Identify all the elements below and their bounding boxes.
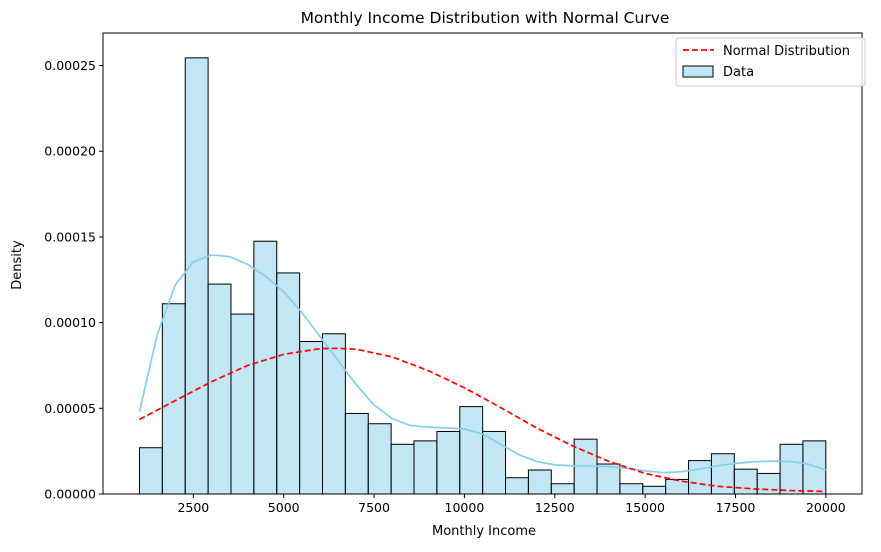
histogram-bar [390,443,415,495]
histogram-bar [436,430,461,495]
histogram-bar [230,313,255,495]
y-tick-label: 0.00015 [44,229,96,244]
y-tick-label: 0.00000 [44,487,96,502]
legend-normal-label: Normal Distribution [723,44,850,59]
x-tick-label: 5000 [268,500,300,515]
histogram-bar [299,340,323,495]
y-tick-label: 0.00005 [44,401,96,416]
histogram-bar [413,440,438,495]
histogram-bar [322,333,346,495]
histogram-bar [367,423,392,495]
histogram-bar [344,412,369,495]
histogram-bar [642,485,667,495]
histogram-bar [184,57,209,495]
x-tick-label: 2500 [177,500,209,515]
histogram-bar [253,240,278,495]
normal-distribution-curve [139,347,826,493]
y-tick-label: 0.00010 [44,315,96,330]
y-tick-label: 0.00020 [44,144,96,159]
x-axis-label: Monthly Income [432,524,536,539]
legend-data-swatch [682,65,714,78]
legend-data-label: Data [723,65,754,80]
histogram-bar [733,468,758,495]
histogram-bar [459,406,484,495]
histogram-bar [756,472,781,495]
x-tick-label: 7500 [358,500,390,515]
chart-title: Monthly Income Distribution with Normal … [301,9,670,27]
y-tick-label: 0.00025 [44,58,96,73]
histogram-bar [161,303,186,495]
y-axis-label: Density [10,240,25,290]
plot-area-frame [102,32,863,495]
histogram-bar [688,460,712,495]
kde-curve [138,254,827,474]
legend-box [675,37,866,87]
histogram-bar [550,483,575,495]
x-tick-label: 20000 [806,500,846,515]
histogram-bar [207,283,232,495]
x-tick-label: 12500 [535,500,575,515]
x-tick-label: 15000 [625,500,665,515]
histogram-bar [138,447,163,495]
histogram-bar [802,440,827,495]
histogram-bar [779,443,804,495]
legend: Normal Distribution Data [675,37,866,87]
histogram-bar [527,469,552,495]
histogram-bar [619,483,644,495]
x-tick-label: 10000 [445,500,485,515]
histogram-bar [596,463,621,495]
x-tick-label: 17500 [716,500,756,515]
histogram-bar [505,477,529,495]
